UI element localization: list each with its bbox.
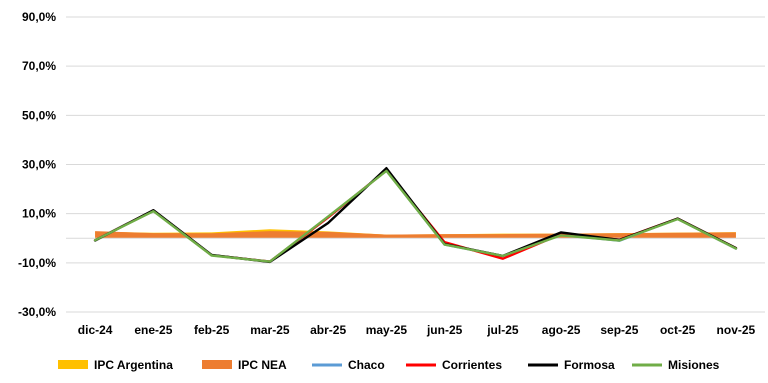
- x-tick-label: jul-25: [486, 323, 519, 337]
- line-series: [93, 167, 738, 264]
- line-series-formosa: [93, 167, 738, 264]
- x-tick-label: oct-25: [660, 323, 696, 337]
- legend-label: Chaco: [348, 358, 385, 372]
- x-tick-label: may-25: [366, 323, 408, 337]
- y-axis-tick-labels: -30,0% -10,0% 10,0% 30,0% 50,0% 70,0% 90,0%: [18, 10, 56, 319]
- x-tick-label: dic-24: [78, 323, 113, 337]
- legend-label: Corrientes: [442, 358, 502, 372]
- line-series-chaco: [93, 169, 738, 263]
- x-axis-tick-labels: dic-24 ene-25 feb-25 mar-25 abr-25 may-25 jun-…: [78, 323, 756, 337]
- legend-label: IPC NEA: [238, 358, 287, 372]
- y-tick-label: 30,0%: [22, 158, 56, 172]
- y-tick-label: -30,0%: [18, 305, 56, 319]
- legend-swatch: [58, 360, 88, 369]
- legend-label: Misiones: [668, 358, 720, 372]
- gridlines: [66, 16, 765, 313]
- y-tick-label: 10,0%: [22, 207, 56, 221]
- legend-label: Formosa: [564, 358, 615, 372]
- x-tick-label: feb-25: [194, 323, 230, 337]
- legend-label: IPC Argentina: [94, 358, 173, 372]
- y-tick-label: 70,0%: [22, 59, 56, 73]
- x-tick-label: sep-25: [600, 323, 638, 337]
- x-tick-label: mar-25: [250, 323, 290, 337]
- line-series-misiones: [93, 169, 738, 263]
- x-tick-label: ago-25: [542, 323, 581, 337]
- x-tick-label: jun-25: [426, 323, 463, 337]
- y-tick-label: 90,0%: [22, 10, 56, 24]
- line-series-corrientes: [93, 169, 738, 263]
- x-tick-label: abr-25: [310, 323, 346, 337]
- y-tick-label: -10,0%: [18, 256, 56, 270]
- y-tick-label: 50,0%: [22, 108, 56, 122]
- x-tick-label: ene-25: [134, 323, 172, 337]
- legend-swatch: [202, 360, 232, 369]
- legend: IPC Argentina IPC NEA Chaco Corrientes Formo…: [58, 358, 720, 372]
- x-tick-label: nov-25: [717, 323, 756, 337]
